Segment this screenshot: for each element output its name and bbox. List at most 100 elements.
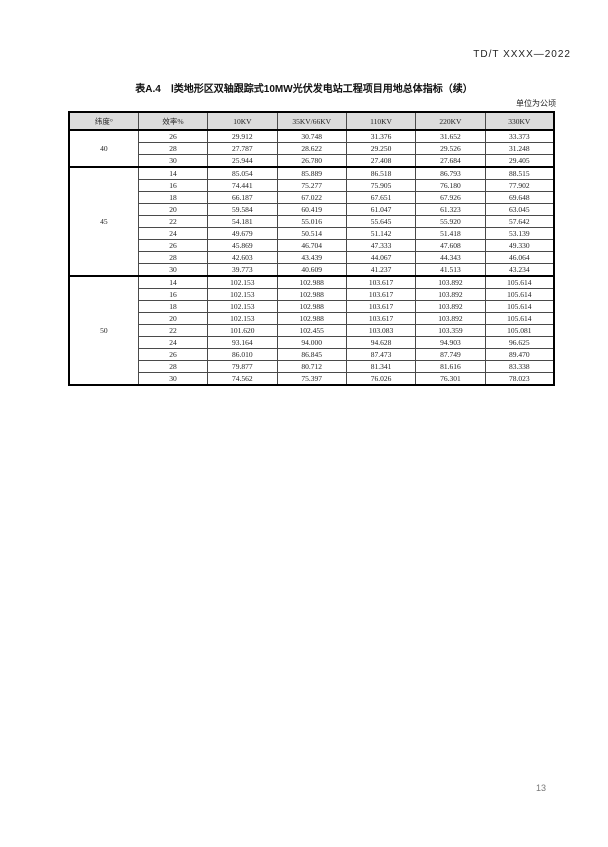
unit-note: 单位为公顷 [516, 99, 556, 108]
table-row: 50 14 102.153 102.988 103.617 103.892 105.614 [68, 275, 555, 386]
value-cell: 49.330 [484, 239, 555, 252]
value-cell: 103.617 [345, 312, 417, 325]
table-row: 24 49.679 50.514 51.142 51.418 53.139 [69, 227, 555, 240]
table-row: 40 26 29.912 30.748 31.376 31.652 33.373 [68, 129, 555, 168]
value-cell: 86.518 [345, 166, 417, 180]
value-cell: 26.780 [276, 154, 347, 168]
value-cell: 81.341 [345, 360, 417, 373]
value-cell: 105.614 [484, 312, 555, 325]
value-cell: 75.905 [345, 179, 417, 192]
efficiency-cell: 30 [137, 372, 209, 386]
value-cell: 66.187 [207, 191, 278, 204]
table-row: 26 86.010 86.845 87.473 87.749 89.470 [69, 348, 555, 361]
value-cell: 94.628 [345, 336, 417, 349]
value-cell: 54.181 [207, 215, 278, 228]
value-cell: 67.651 [345, 191, 417, 204]
efficiency-cell: 18 [137, 191, 209, 204]
col-header-110kv: 110KV [345, 111, 417, 131]
value-cell: 41.513 [415, 263, 486, 277]
value-cell: 101.620 [207, 324, 278, 337]
value-cell: 102.988 [276, 312, 347, 325]
page-number: 13 [535, 783, 546, 793]
value-cell: 96.625 [484, 336, 555, 349]
value-cell: 103.892 [415, 312, 486, 325]
table-row: 28 42.603 43.439 44.067 44.343 46.064 [69, 251, 555, 264]
value-cell: 61.047 [345, 203, 417, 216]
latitude-cell: 40 [68, 129, 139, 168]
value-cell: 102.988 [276, 275, 347, 289]
value-cell: 29.405 [484, 154, 555, 168]
table-row: 22 54.181 55.016 55.645 55.920 57.642 [69, 215, 555, 228]
table-row: 28 27.787 28.622 29.250 29.526 31.248 [69, 142, 555, 155]
col-header-10kv: 10KV [207, 111, 278, 131]
table-row: 30 25.944 26.780 27.408 27.684 29.405 [69, 154, 555, 168]
value-cell: 87.473 [345, 348, 417, 361]
value-cell: 75.397 [276, 372, 347, 386]
table-row: 22 101.620 102.455 103.083 103.359 105.081 [69, 324, 555, 337]
efficiency-cell: 16 [137, 179, 209, 192]
value-cell: 41.237 [345, 263, 417, 277]
value-cell: 87.749 [415, 348, 486, 361]
col-header-35kv-66kv: 35KV/66KV [276, 111, 347, 131]
value-cell: 50.514 [276, 227, 347, 240]
value-cell: 102.455 [276, 324, 347, 337]
value-cell: 86.845 [276, 348, 347, 361]
table-row: 45 14 85.054 85.889 86.518 86.793 88.515 [68, 166, 555, 277]
value-cell: 74.441 [207, 179, 278, 192]
value-cell: 43.234 [484, 263, 555, 277]
value-cell: 67.926 [415, 191, 486, 204]
col-header-220kv: 220KV [415, 111, 486, 131]
table-row: 26 45.869 46.704 47.333 47.608 49.330 [69, 239, 555, 252]
value-cell: 55.016 [276, 215, 347, 228]
value-cell: 103.617 [345, 288, 417, 301]
col-header-efficiency: 效率% [137, 111, 209, 131]
value-cell: 44.067 [345, 251, 417, 264]
value-cell: 103.617 [345, 275, 417, 289]
value-cell: 102.153 [207, 312, 278, 325]
value-cell: 46.064 [484, 251, 555, 264]
value-cell: 89.470 [484, 348, 555, 361]
value-cell: 103.892 [415, 288, 486, 301]
value-cell: 105.614 [484, 275, 555, 289]
value-cell: 81.616 [415, 360, 486, 373]
efficiency-cell: 20 [137, 312, 209, 325]
value-cell: 29.526 [415, 142, 486, 155]
value-cell: 53.139 [484, 227, 555, 240]
value-cell: 102.153 [207, 300, 278, 313]
value-cell: 55.920 [415, 215, 486, 228]
value-cell: 42.603 [207, 251, 278, 264]
value-cell: 105.614 [484, 288, 555, 301]
value-cell: 78.023 [484, 372, 555, 386]
efficiency-cell: 22 [137, 324, 209, 337]
value-cell: 44.343 [415, 251, 486, 264]
table-title: 表A.4 Ⅰ类地形区双轴跟踪式10MW光伏发电站工程项目用地总体指标（续） [135, 84, 473, 95]
table-row: 30 39.773 40.609 41.237 41.513 43.234 [69, 263, 555, 277]
efficiency-cell: 26 [137, 348, 209, 361]
table-row: 24 93.164 94.000 94.628 94.903 96.625 [69, 336, 555, 349]
efficiency-cell: 28 [137, 360, 209, 373]
table-row: 30 74.562 75.397 76.026 76.301 78.023 [69, 372, 555, 386]
value-cell: 31.248 [484, 142, 555, 155]
efficiency-cell: 16 [137, 288, 209, 301]
value-cell: 102.153 [207, 275, 278, 289]
efficiency-cell: 20 [137, 203, 209, 216]
table-row: 20 102.153 102.988 103.617 103.892 105.614 [69, 312, 555, 325]
table-row: 16 74.441 75.277 75.905 76.180 77.902 [69, 179, 555, 192]
value-cell: 74.562 [207, 372, 278, 386]
value-cell: 79.877 [207, 360, 278, 373]
efficiency-cell: 14 [137, 166, 209, 180]
value-cell: 46.704 [276, 239, 347, 252]
latitude-cell: 45 [68, 166, 139, 277]
table-row: 18 102.153 102.988 103.617 103.892 105.614 [69, 300, 555, 313]
value-cell: 28.622 [276, 142, 347, 155]
latitude-cell: 50 [68, 275, 139, 386]
value-cell: 55.645 [345, 215, 417, 228]
value-cell: 76.301 [415, 372, 486, 386]
value-cell: 94.000 [276, 336, 347, 349]
value-cell: 102.153 [207, 288, 278, 301]
value-cell: 103.892 [415, 275, 486, 289]
value-cell: 59.584 [207, 203, 278, 216]
value-cell: 49.679 [207, 227, 278, 240]
efficiency-cell: 26 [137, 129, 209, 143]
